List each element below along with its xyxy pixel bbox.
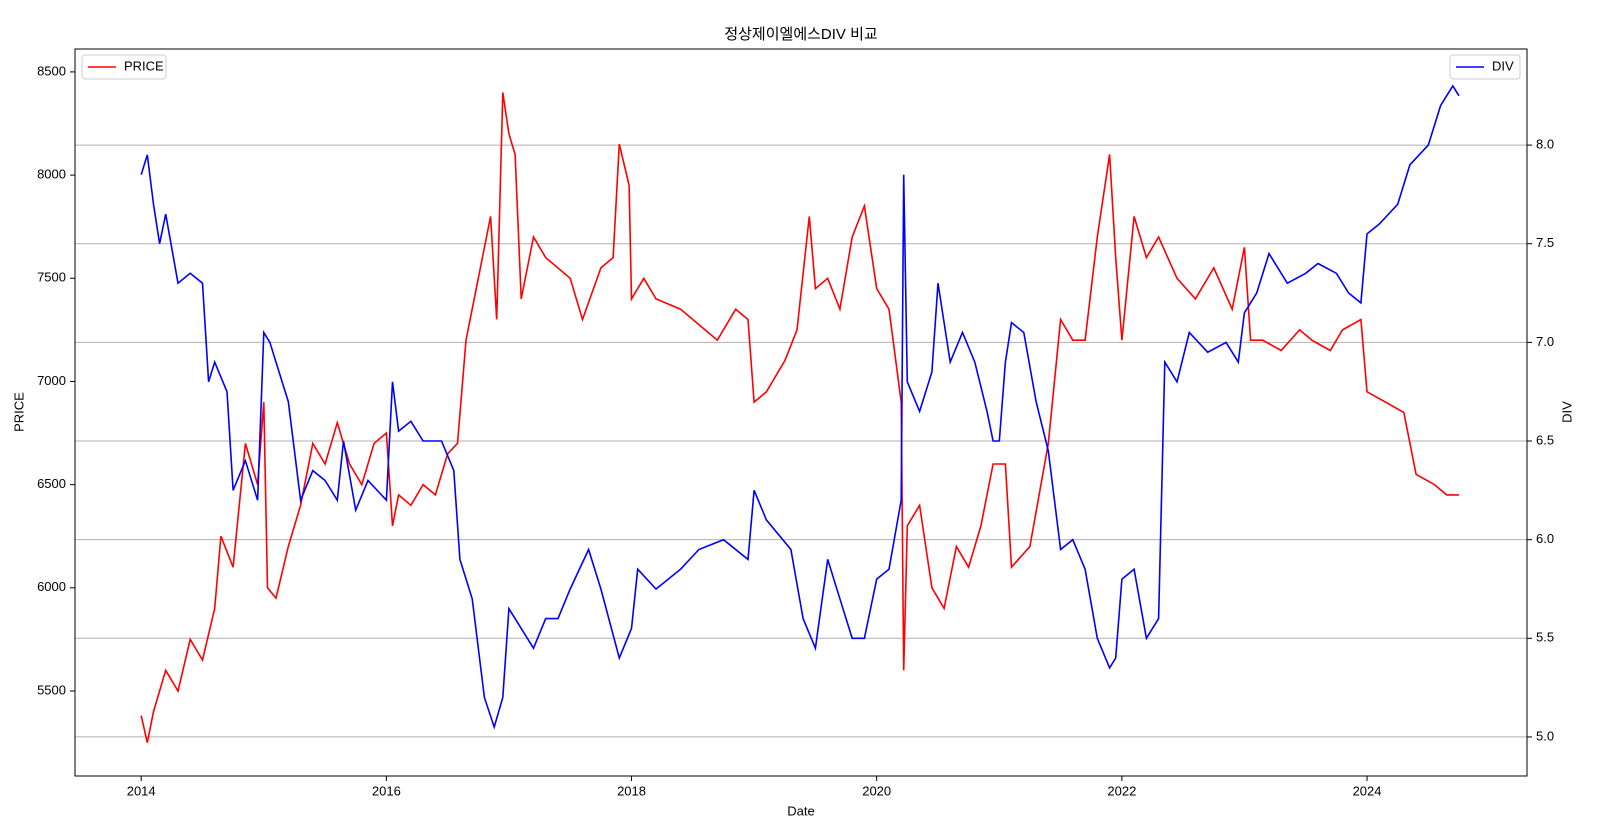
legend-box	[81, 54, 167, 80]
legend-box	[1449, 54, 1521, 80]
y2-tick-label: 5.5	[1536, 630, 1554, 645]
plot-frame	[74, 48, 1528, 777]
x-tick-label: 2020	[862, 783, 891, 798]
x-tick-label: 2016	[372, 783, 401, 798]
y-tick-label: 6000	[37, 579, 66, 594]
y-tick-label: 5500	[37, 682, 66, 697]
legend-label: PRICE	[124, 58, 164, 73]
y2-tick-label: 8.0	[1536, 137, 1554, 152]
y2-axis-label: DIV	[1559, 401, 1574, 423]
y-tick-label: 6500	[37, 476, 66, 491]
y2-tick-label: 7.5	[1536, 235, 1554, 250]
x-axis-label: Date	[787, 803, 814, 818]
y-axis-label: PRICE	[11, 392, 26, 432]
y2-tick-label: 6.5	[1536, 432, 1554, 447]
chart-title: 정상제이엘에스DIV 비교	[724, 26, 877, 43]
x-tick-label: 2024	[1353, 783, 1382, 798]
y2-tick-label: 6.0	[1536, 531, 1554, 546]
x-tick-label: 2018	[617, 783, 646, 798]
x-tick-label: 2022	[1107, 783, 1136, 798]
x-tick-label: 2014	[127, 783, 156, 798]
y-tick-label: 8000	[37, 167, 66, 182]
y-tick-label: 7000	[37, 373, 66, 388]
y2-tick-label: 5.0	[1536, 728, 1554, 743]
legend-label: DIV	[1492, 58, 1514, 73]
y-tick-label: 8500	[37, 63, 66, 78]
y-tick-label: 7500	[37, 270, 66, 285]
data-line	[140, 92, 1459, 743]
y2-tick-label: 7.0	[1536, 334, 1554, 349]
data-line	[140, 84, 1460, 730]
